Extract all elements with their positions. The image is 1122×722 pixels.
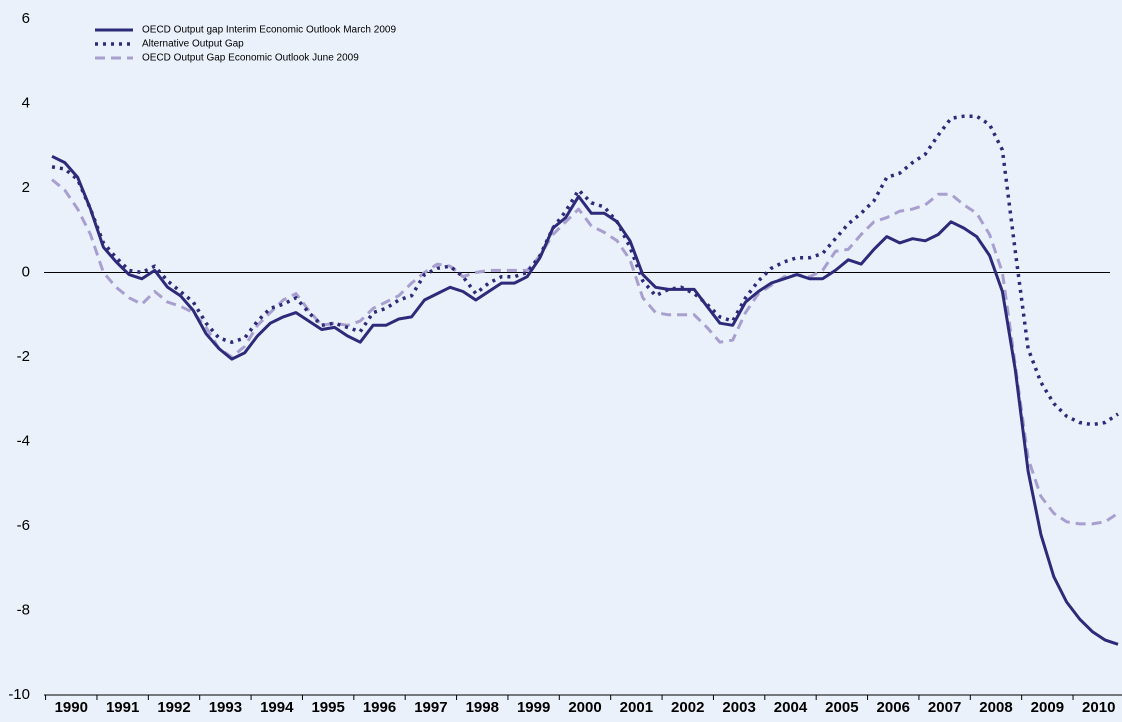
x-tick-label: 2002	[671, 699, 704, 716]
x-tick-label: 1995	[311, 699, 344, 716]
y-tick-label: -6	[17, 517, 30, 534]
series-line	[51, 154, 1119, 646]
x-tick-label: 2007	[928, 699, 961, 716]
y-tick-label: 6	[22, 10, 30, 27]
y-tick-label: -4	[17, 432, 30, 449]
x-tick-label: 2006	[877, 699, 910, 716]
x-tick-label: 1997	[414, 699, 447, 716]
x-tick-label: 1993	[209, 699, 242, 716]
y-tick-label: -8	[17, 601, 30, 618]
x-tick-label: 1991	[106, 699, 139, 716]
series-line	[51, 114, 1119, 427]
x-tick-label: 2009	[1031, 699, 1064, 716]
series-line	[51, 178, 1119, 526]
y-tick-label: 4	[22, 94, 30, 111]
y-tick-label: 0	[22, 263, 30, 280]
x-tick-label: 1990	[55, 699, 88, 716]
x-tick-label: 1996	[363, 699, 396, 716]
y-tick-label: -10	[8, 686, 30, 703]
x-tick-label: 1998	[466, 699, 499, 716]
legend-label: OECD Output Gap Economic Outlook June 20…	[142, 53, 359, 64]
y-tick-label: -2	[17, 348, 30, 365]
x-tick-label: 2004	[774, 699, 808, 716]
x-tick-label: 1992	[157, 699, 190, 716]
x-tick-label: 2003	[722, 699, 755, 716]
x-tick-label: 2008	[979, 699, 1012, 716]
x-tick-label: 2005	[825, 699, 858, 716]
y-tick-label: 2	[22, 179, 30, 196]
x-tick-label: 1994	[260, 699, 294, 716]
legend-label: Alternative Output Gap	[142, 39, 244, 50]
x-tick-label: 2000	[568, 699, 601, 716]
legend-label: OECD Output gap Interim Economic Outlook…	[142, 25, 396, 36]
x-tick-label: 2001	[620, 699, 653, 716]
x-tick-label: 1999	[517, 699, 550, 716]
x-tick-label: 2010	[1082, 699, 1115, 716]
